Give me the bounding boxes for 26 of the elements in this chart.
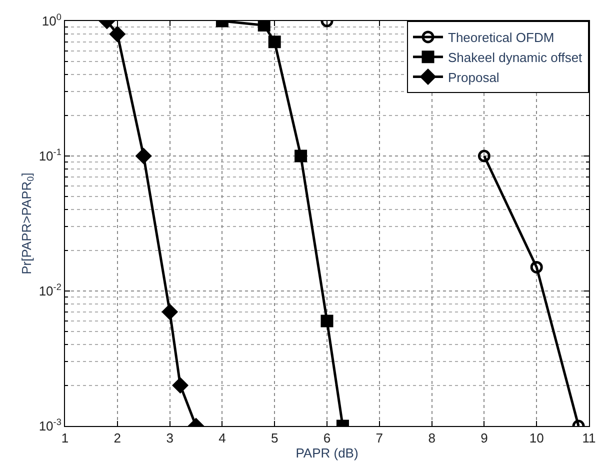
x-tick-label: 3 xyxy=(166,430,174,446)
x-tick-label: 5 xyxy=(270,430,278,446)
y-tick-label: 10$^{-3}$ xyxy=(38,417,62,434)
x-tick-label: 11 xyxy=(582,430,596,446)
x-axis-title: PAPR (dB) xyxy=(296,446,358,461)
point xyxy=(294,150,308,162)
x-tick-label: 1 xyxy=(61,430,69,446)
x-tick-label: 10 xyxy=(529,430,544,446)
legend-label: Theoretical OFDM xyxy=(448,30,554,46)
x-tick-label: 6 xyxy=(323,430,331,446)
x-tick-label: 7 xyxy=(376,430,384,446)
point xyxy=(268,36,281,48)
point xyxy=(530,260,543,274)
y-tick-label: 10$^{-1}$ xyxy=(38,147,62,164)
point xyxy=(110,26,126,42)
x-tick-label: 8 xyxy=(428,430,436,446)
x-tick-label: 4 xyxy=(218,430,226,446)
x-tick-label: 9 xyxy=(480,430,488,446)
x-tick-label: 2 xyxy=(114,430,122,446)
y-tick-label: 10$^{0}$ xyxy=(42,12,62,29)
point xyxy=(136,148,152,164)
point xyxy=(478,150,490,162)
y-tick-label: 10$^{-2}$ xyxy=(38,282,62,299)
legend-label: Shakeel dynamic offset xyxy=(448,50,583,65)
legend-label: Proposal xyxy=(448,70,500,85)
point xyxy=(258,21,270,32)
